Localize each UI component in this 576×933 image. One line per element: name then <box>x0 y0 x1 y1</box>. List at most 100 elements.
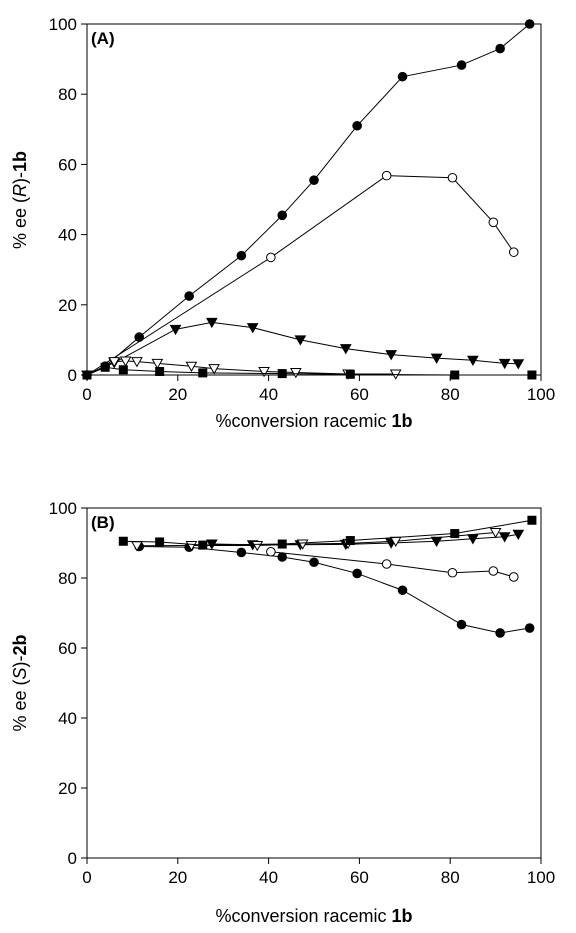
plot-frame <box>86 23 542 376</box>
data-point-circle-filled <box>236 250 247 261</box>
data-point-triangle-down-filled <box>294 335 307 346</box>
series-circle-filled <box>134 541 535 638</box>
data-point-circle-filled <box>184 291 194 301</box>
data-point-square-filled <box>450 370 460 380</box>
data-point-circle-filled <box>524 19 535 29</box>
x-axis-label: %conversion racemic 1b <box>215 411 412 431</box>
data-point-triangle-down-filled <box>246 323 259 334</box>
panel-label: (B) <box>91 513 115 532</box>
series-line <box>123 519 533 546</box>
data-point-circle-open <box>488 217 499 228</box>
panel-b: 0 20 40 60 80 100 0 20 40 60 80 100 (B) %conversion r… <box>10 499 555 926</box>
data-point-circle-filled <box>236 547 247 558</box>
data-point-triangle-down-open <box>108 357 121 368</box>
data-point-square-filled <box>100 362 110 372</box>
data-point-circle-filled <box>456 60 467 70</box>
y-tick-label: 20 <box>58 779 77 798</box>
data-point-circle-open <box>266 546 276 557</box>
data-point-circle-filled <box>309 557 319 568</box>
data-point-triangle-down-open <box>208 364 220 375</box>
data-point-triangle-down-filled <box>385 350 398 361</box>
data-point-square-filled <box>345 369 355 379</box>
x-tick-label: 0 <box>82 385 91 404</box>
data-point-triangle-down-filled <box>467 355 479 367</box>
data-point-triangle-down-open <box>258 366 270 378</box>
data-point-circle-open <box>508 572 519 582</box>
series-circle-open <box>82 170 519 380</box>
y-tick-label: 40 <box>58 226 77 245</box>
data-point-circle-open <box>508 247 519 257</box>
data-point-triangle-down-open <box>151 358 164 370</box>
series-line <box>86 366 532 376</box>
data-point-triangle-down-open <box>131 357 143 368</box>
x-tick-label: 80 <box>441 385 460 404</box>
series-line <box>86 23 530 376</box>
data-point-triangle-down-open <box>251 540 264 552</box>
data-point-triangle-down-filled <box>205 539 218 550</box>
x-axis-label: %conversion racemic 1b <box>215 906 412 926</box>
data-point-triangle-down-open <box>185 361 198 372</box>
data-point-circle-filled <box>397 71 408 82</box>
data-point-triangle-down-open <box>296 539 309 550</box>
data-point-square-filled <box>277 539 287 549</box>
data-point-circle-filled <box>524 623 535 633</box>
data-point-circle-open <box>447 567 458 578</box>
data-point-circle-filled <box>309 175 319 185</box>
y-tick-label: 20 <box>58 296 77 315</box>
x-tick-label: 100 <box>527 385 555 404</box>
data-point-circle-filled <box>456 619 467 630</box>
data-point-circle-filled <box>277 552 288 562</box>
x-tick-label: 0 <box>82 868 91 887</box>
data-point-triangle-down-open <box>489 528 502 539</box>
series-circle-open <box>266 546 519 582</box>
data-point-circle-open <box>488 566 499 576</box>
data-point-square-filled <box>198 540 208 550</box>
data-point-square-filled <box>277 369 287 379</box>
x-tick-label: 100 <box>527 868 555 887</box>
y-tick-label: 0 <box>68 849 77 868</box>
series-square-filled <box>118 515 537 550</box>
data-point-circle-filled <box>495 628 505 638</box>
y-tick-label: 80 <box>58 85 77 104</box>
data-point-circle-open <box>266 252 276 263</box>
data-point-circle-filled <box>495 43 505 54</box>
data-point-circle-filled <box>352 568 362 579</box>
data-point-triangle-down-filled <box>512 359 525 370</box>
data-point-circle-open <box>447 172 458 183</box>
y-tick-label: 100 <box>49 499 77 518</box>
data-point-triangle-down-filled <box>498 358 511 370</box>
data-point-square-filled <box>118 536 128 546</box>
x-tick-label: 60 <box>350 385 369 404</box>
y-tick-label: 80 <box>58 569 77 588</box>
series-line <box>86 321 519 376</box>
plot-frame <box>86 507 542 859</box>
y-tick-label: 60 <box>58 639 77 658</box>
data-point-triangle-down-open <box>119 356 132 367</box>
data-point-circle-filled <box>352 120 362 131</box>
data-point-square-filled <box>198 368 208 378</box>
data-point-triangle-down-filled <box>430 353 443 364</box>
panel-label: (A) <box>91 29 115 48</box>
data-point-triangle-down-open <box>289 368 302 379</box>
data-point-square-filled <box>155 366 165 376</box>
data-point-triangle-down-filled <box>512 529 525 541</box>
data-point-triangle-down-filled <box>169 324 182 336</box>
series-line <box>86 175 515 376</box>
data-point-square-filled <box>155 537 165 547</box>
y-tick-label: 60 <box>58 155 77 174</box>
panel-a: 0 20 40 60 80 100 0 20 40 60 80 100 (A) %conversion r… <box>10 15 555 431</box>
series-line <box>270 551 514 578</box>
data-point-triangle-down-filled <box>339 344 352 355</box>
series-line <box>139 546 530 634</box>
data-point-circle-open <box>381 559 392 569</box>
x-tick-label: 60 <box>350 868 369 887</box>
y-tick-label: 100 <box>49 15 77 34</box>
data-point-circle-open <box>381 170 392 181</box>
data-point-square-filled <box>82 370 92 380</box>
y-tick-label: 0 <box>68 366 77 385</box>
data-point-circle-filled <box>397 585 408 596</box>
data-point-square-filled <box>527 515 537 525</box>
data-point-circle-filled <box>277 210 288 221</box>
y-axis-label: % ee (S)-2b <box>10 634 30 731</box>
